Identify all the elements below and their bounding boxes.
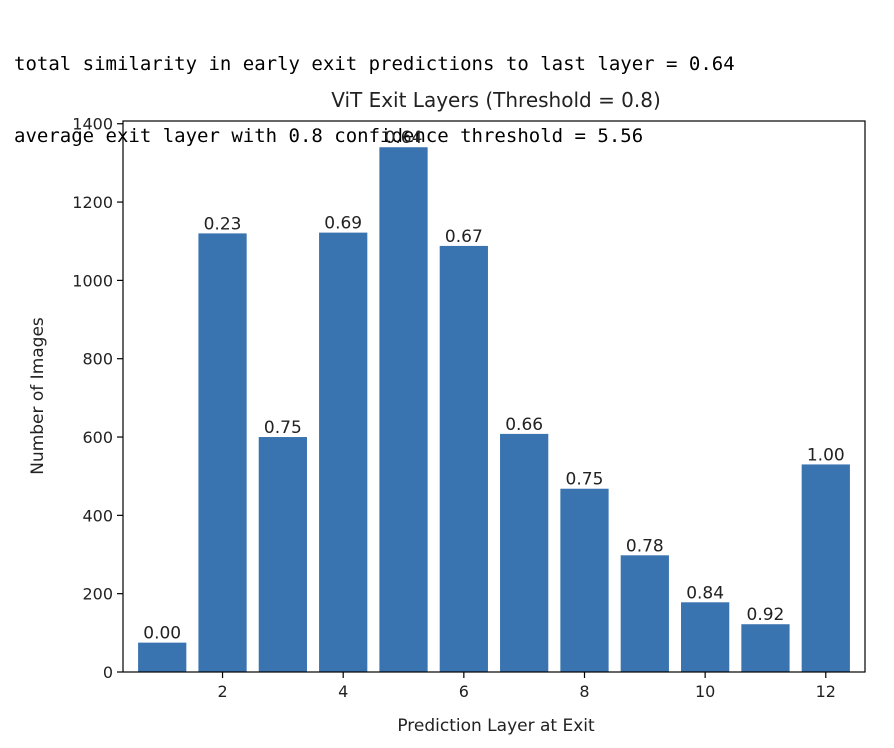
- bar-value-label: 0.69: [324, 214, 362, 234]
- y-tick-label: 0: [103, 663, 113, 682]
- y-tick-label: 800: [82, 350, 113, 369]
- bar-layer-3: [258, 437, 307, 672]
- bar-value-label: 0.75: [566, 470, 604, 490]
- y-tick-label: 1200: [72, 193, 113, 212]
- y-tick-label: 1000: [72, 271, 113, 290]
- bar-value-label: 0.66: [505, 415, 543, 435]
- console-output: total similarity in early exit predictio…: [14, 4, 735, 172]
- plot-frame: [122, 120, 866, 673]
- bar-layer-4: [319, 232, 368, 673]
- bar-value-label: 0.23: [204, 214, 242, 234]
- bar-layer-9: [620, 555, 669, 672]
- bar-value-label: 0.75: [264, 418, 302, 438]
- bar-layer-7: [500, 433, 549, 672]
- x-tick-label: 10: [695, 682, 715, 701]
- x-tick-label: 8: [579, 682, 589, 701]
- bar-value-label: 1.00: [807, 445, 845, 465]
- bar-value-label: 0.84: [686, 583, 724, 603]
- y-tick-label: 600: [82, 428, 113, 447]
- bars-group: 0.00 0.23 0.75 0.69 0.64 0.67 0.66 0.75 0.78 0.84…: [138, 128, 850, 673]
- bar-layer-2: [198, 233, 247, 672]
- console-line-similarity: total similarity in early exit predictio…: [14, 53, 735, 75]
- ticks-group: 0 200 400 600 800 1000 1200 1400 2 4 6 8 10 12: [72, 115, 836, 701]
- bar-layer-11: [741, 624, 790, 672]
- bar-value-label: 0.64: [385, 128, 423, 148]
- x-axis-label: Prediction Layer at Exit: [397, 716, 595, 736]
- x-tick-label: 4: [338, 682, 348, 701]
- console-line-average-exit: average exit layer with 0.8 confidence t…: [14, 125, 644, 147]
- chart-title: ViT Exit Layers (Threshold = 0.8): [331, 88, 661, 112]
- x-tick-label: 2: [217, 682, 227, 701]
- bar-value-label: 0.00: [143, 624, 181, 644]
- bar-value-label: 0.78: [626, 536, 664, 556]
- bar-value-label: 0.67: [445, 227, 483, 247]
- x-tick-label: 12: [816, 682, 836, 701]
- y-tick-label: 200: [82, 585, 113, 604]
- bar-layer-5: [379, 147, 428, 673]
- y-axis-label: Number of Images: [28, 317, 48, 475]
- bar-layer-1: [138, 642, 187, 672]
- x-tick-label: 6: [459, 682, 469, 701]
- bar-layer-12: [801, 464, 850, 672]
- y-tick-label: 400: [82, 506, 113, 525]
- bar-layer-6: [439, 245, 488, 673]
- y-tick-label: 1400: [72, 115, 113, 134]
- bar-value-label: 0.92: [747, 605, 785, 625]
- bar-layer-8: [560, 488, 609, 672]
- bar-layer-10: [681, 602, 730, 672]
